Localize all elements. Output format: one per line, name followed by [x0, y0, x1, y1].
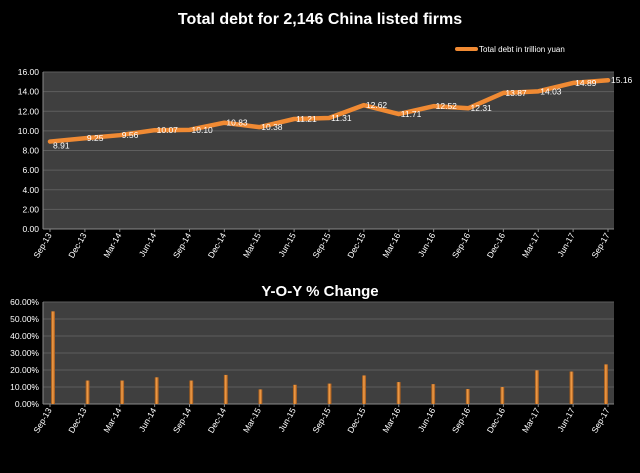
- bar-x-tick-label: Jun-15: [276, 406, 298, 434]
- yoy-bar: [604, 364, 608, 404]
- bar-series: [51, 311, 608, 404]
- line-x-tick-label: Mar-15: [241, 231, 263, 260]
- line-legend: Total debt in trillion yuan: [455, 45, 565, 54]
- bar-y-tick-label: 60.00%: [10, 297, 39, 307]
- data-label: 13.87: [505, 88, 527, 98]
- bar-x-tick-label: Sep-14: [171, 406, 194, 435]
- line-data-labels: 8.91 9.25 9.56 10.07 10.10 10.83 10.38 11.21 11.…: [53, 75, 633, 150]
- data-label: 9.25: [87, 133, 104, 143]
- line-x-axis: Sep-13 Dec-13 Mar-14 Jun-14 Sep-14 Dec-14 Mar-…: [31, 229, 612, 260]
- line-x-tick-label: Dec-13: [66, 231, 88, 260]
- yoy-bar: [569, 371, 574, 404]
- line-x-tick-label: Mar-17: [520, 231, 542, 260]
- bar-x-tick-label: Dec-14: [206, 406, 228, 435]
- line-x-tick-label: Sep-15: [310, 231, 333, 260]
- yoy-bar: [258, 389, 263, 404]
- data-label: 12.62: [366, 100, 388, 110]
- data-label: 12.52: [436, 101, 458, 111]
- yoy-bar: [85, 380, 90, 404]
- line-x-tick-label: Dec-16: [485, 231, 507, 260]
- yoy-bar: [534, 370, 539, 404]
- data-label: 15.16: [611, 75, 633, 85]
- line-x-tick-label: Mar-16: [380, 231, 402, 260]
- line-y-tick-label: 12.00: [18, 106, 40, 116]
- bar-x-tick-label: Jun-17: [555, 406, 577, 434]
- line-series: [47, 77, 611, 144]
- line-y-axis: 0.00 2.00 4.00 6.00 8.00 10.00 12.00 14.00 16.00: [18, 67, 40, 234]
- line-x-tick-label: Dec-15: [345, 231, 367, 260]
- line-y-tick-label: 14.00: [18, 87, 40, 97]
- line-x-tick-label: Sep-17: [589, 231, 612, 260]
- line-y-tick-label: 16.00: [18, 67, 40, 77]
- bar-y-tick-label: 40.00%: [10, 331, 39, 341]
- bar-x-tick-label: Dec-15: [345, 406, 367, 435]
- bar-x-tick-label: Dec-13: [66, 406, 88, 435]
- line-x-tick-label: Jun-14: [137, 231, 159, 259]
- bar-y-tick-label: 0.00%: [15, 399, 40, 409]
- yoy-bar: [292, 384, 297, 404]
- yoy-bar: [327, 383, 332, 404]
- line-x-tick-label: Jun-16: [416, 231, 438, 259]
- yoy-bar: [223, 374, 228, 404]
- bar-y-tick-label: 30.00%: [10, 348, 39, 358]
- bar-grid: [42, 301, 614, 405]
- bar-y-axis: 0.00% 10.00% 20.00% 30.00% 40.00% 50.00% 60.00…: [10, 297, 39, 409]
- bar-x-tick-label: Sep-15: [310, 406, 333, 435]
- data-label: 9.56: [122, 130, 139, 140]
- line-x-tick-label: Mar-14: [101, 231, 123, 260]
- bar-x-tick-label: Jun-14: [137, 406, 159, 434]
- data-label: 11.31: [331, 113, 352, 123]
- line-y-tick-label: 10.00: [18, 126, 40, 136]
- bar-x-tick-label: Mar-16: [380, 406, 402, 435]
- yoy-bar: [431, 384, 436, 404]
- line-y-tick-label: 4.00: [22, 185, 39, 195]
- bar-x-tick-label: Mar-14: [101, 406, 123, 435]
- bar-x-tick-label: Sep-16: [450, 406, 473, 435]
- data-label: 14.03: [540, 86, 562, 96]
- bar-y-tick-label: 10.00%: [10, 382, 39, 392]
- bar-chart-title: Y-O-Y % Change: [261, 283, 378, 300]
- debt-line: [47, 77, 611, 144]
- yoy-bar: [362, 375, 367, 404]
- bar-x-tick-label: Dec-16: [485, 406, 507, 435]
- yoy-bar: [396, 382, 401, 404]
- line-x-tick-label: Sep-13: [31, 231, 54, 260]
- line-y-tick-label: 6.00: [22, 165, 39, 175]
- yoy-bar: [154, 377, 159, 404]
- legend-label: Total debt in trillion yuan: [479, 45, 565, 54]
- data-label: 8.91: [53, 141, 70, 151]
- line-x-tick-label: Dec-14: [206, 231, 228, 260]
- bar-x-tick-label: Mar-17: [520, 406, 542, 435]
- bar-x-tick-label: Mar-15: [241, 406, 263, 435]
- yoy-bar: [51, 311, 55, 404]
- bar-x-axis: Sep-13 Dec-13 Mar-14 Jun-14 Sep-14 Dec-14 Mar-…: [31, 404, 612, 435]
- line-y-tick-label: 8.00: [22, 146, 39, 156]
- bar-x-tick-label: Sep-17: [589, 406, 612, 435]
- line-x-tick-label: Sep-14: [171, 231, 194, 260]
- bar-x-tick-label: Sep-13: [31, 406, 54, 435]
- line-x-tick-label: Sep-16: [450, 231, 473, 260]
- line-x-tick-label: Jun-15: [276, 231, 298, 259]
- data-label: 11.21: [296, 114, 317, 124]
- data-label: 10.38: [261, 122, 283, 132]
- line-x-tick-label: Jun-17: [555, 231, 577, 259]
- data-label: 10.10: [192, 125, 214, 135]
- data-label: 10.07: [157, 125, 179, 135]
- data-label: 14.89: [575, 78, 597, 88]
- yoy-bar: [465, 389, 470, 404]
- bar-y-tick-label: 50.00%: [10, 314, 39, 324]
- data-label: 11.71: [401, 109, 422, 119]
- line-y-tick-label: 0.00: [22, 224, 39, 234]
- data-label: 12.31: [471, 103, 493, 113]
- line-chart-title: Total debt for 2,146 China listed firms: [178, 11, 462, 28]
- bar-y-tick-label: 20.00%: [10, 365, 39, 375]
- bar-x-tick-label: Jun-16: [416, 406, 438, 434]
- yoy-bar: [189, 380, 194, 404]
- line-y-tick-label: 2.00: [22, 204, 39, 214]
- yoy-bar: [500, 387, 505, 404]
- data-label: 10.83: [226, 118, 248, 128]
- yoy-bar: [120, 380, 125, 404]
